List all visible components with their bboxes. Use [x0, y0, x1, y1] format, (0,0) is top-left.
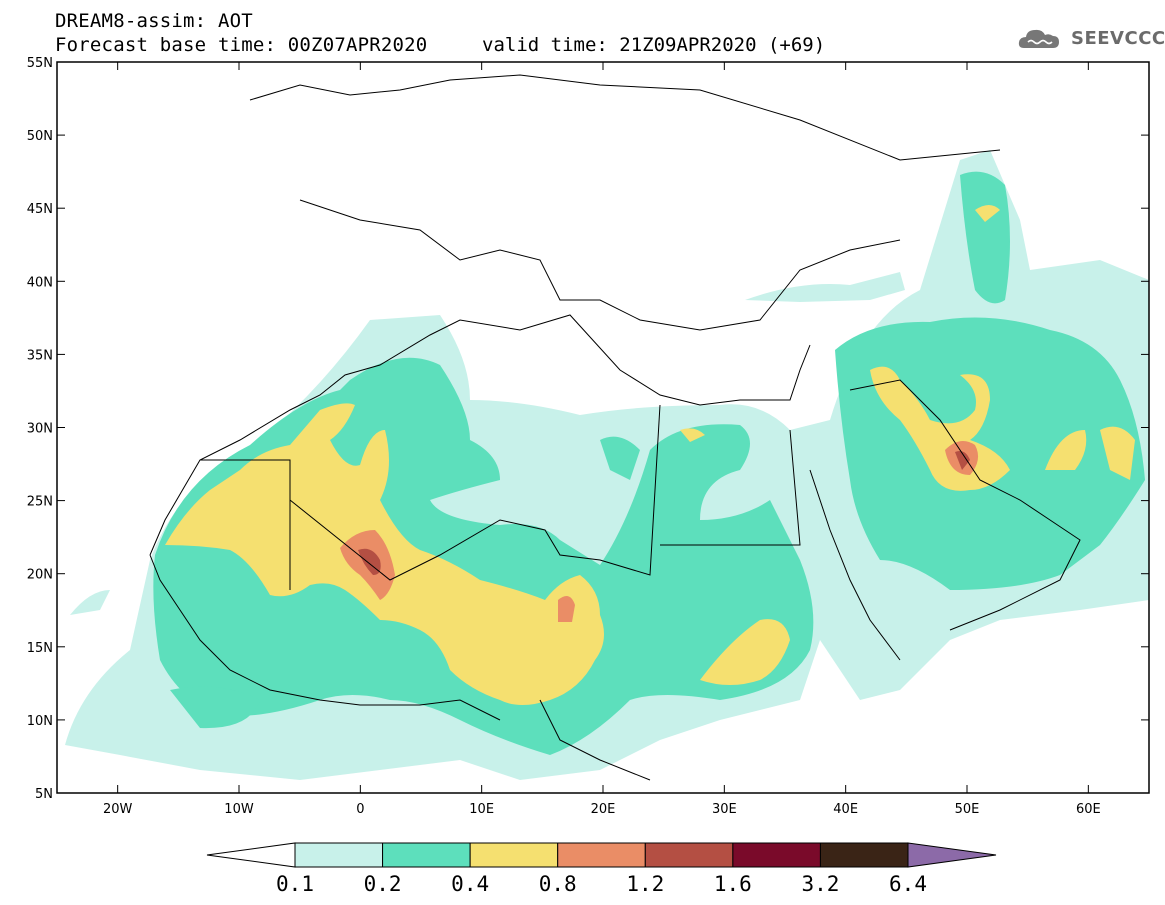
colorbar-label: 0.4 [451, 872, 490, 896]
lon-tick-label: 60E [1076, 802, 1101, 817]
colorbar-over-triangle [907, 842, 997, 868]
logo-text: SEEVCCC [1071, 28, 1165, 49]
lat-tick-label: 40N [27, 275, 53, 290]
colorbar-label: 0.8 [538, 872, 577, 896]
colorbar-segment [732, 842, 821, 868]
colorbar-label: 3.2 [801, 872, 840, 896]
colorbar-label: 0.1 [276, 872, 314, 896]
lon-tick-label: 20E [591, 802, 616, 817]
longitude-axis: 20W 10W 0 10E 20E 30E 40E 50E 60E [103, 62, 1101, 817]
lat-tick-label: 10N [27, 714, 53, 729]
lon-tick-label: 10W [224, 802, 254, 817]
colorbar-segment [382, 842, 471, 868]
forecast-base-time: Forecast base time: 00Z07APR2020 [55, 34, 428, 56]
colorbar-segment [557, 842, 646, 868]
colorbar-label: 1.2 [626, 872, 665, 896]
lat-tick-label: 30N [27, 422, 53, 437]
colorbar-segment [469, 842, 559, 868]
lon-tick-label: 40E [833, 802, 858, 817]
lon-tick-label: 0 [356, 802, 364, 817]
lon-tick-label: 20W [103, 802, 133, 817]
lon-tick-label: 10E [469, 802, 494, 817]
colorbar-label: 6.4 [889, 872, 927, 896]
colorbar-label: 0.2 [363, 872, 402, 896]
lon-tick-label: 30E [712, 802, 737, 817]
lat-tick-label: 25N [27, 495, 53, 510]
aot-fields [57, 62, 1149, 793]
colorbar [206, 842, 997, 868]
latitude-axis: 55N 50N 45N 40N 35N 30N 25N 20N 15N 10N 5N [27, 56, 1149, 802]
country-boundaries [149, 74, 1081, 781]
colorbar-segment [819, 842, 909, 868]
colorbar-under-triangle [206, 842, 296, 868]
lat-tick-label: 20N [27, 568, 53, 583]
lat-tick-label: 15N [27, 641, 53, 656]
colorbar-label: 1.6 [713, 872, 752, 896]
lat-tick-label: 55N [27, 56, 53, 71]
cloud-icon [1018, 29, 1059, 48]
lat-tick-label: 45N [27, 202, 53, 217]
lat-tick-label: 5N [35, 787, 53, 802]
colorbar-segment [294, 842, 384, 868]
lat-tick-label: 50N [27, 129, 53, 144]
map-title: DREAM8-assim: AOT [55, 10, 253, 32]
valid-time: valid time: 21Z09APR2020 (+69) [482, 34, 826, 56]
lat-tick-label: 35N [27, 348, 53, 363]
lon-tick-label: 50E [955, 802, 980, 817]
colorbar-segment [644, 842, 734, 868]
